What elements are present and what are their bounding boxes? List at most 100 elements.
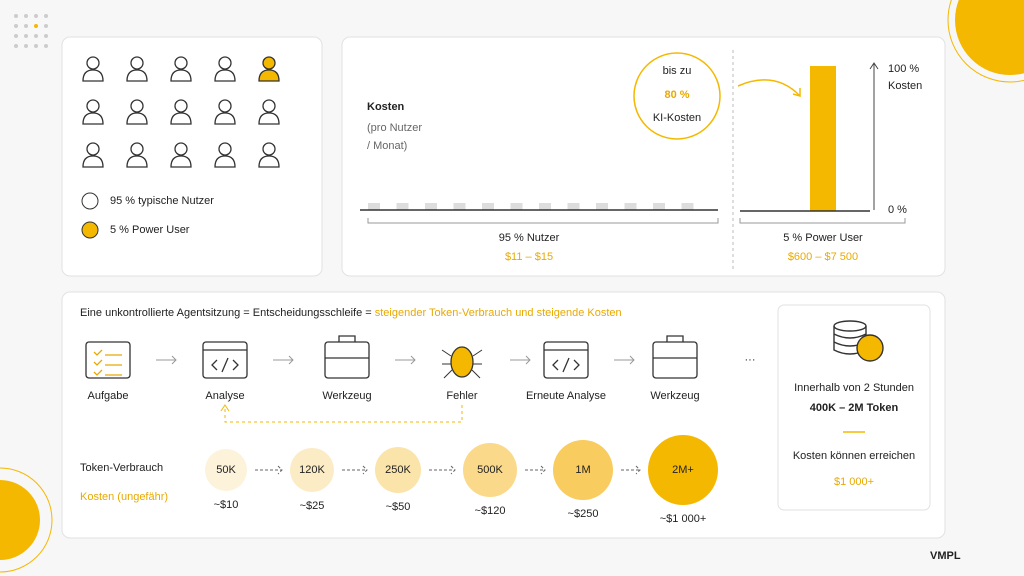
summary-line: Innerhalb von 2 Stunden bbox=[794, 382, 914, 394]
legend-label: 95 % typische Nutzer bbox=[110, 195, 214, 207]
dot bbox=[44, 14, 48, 18]
group-label: 5 % Power User bbox=[783, 232, 863, 244]
small-bar bbox=[624, 203, 637, 210]
small-bar bbox=[567, 203, 580, 210]
summary-box bbox=[777, 304, 931, 511]
token-circle bbox=[553, 440, 613, 500]
dot bbox=[14, 14, 18, 18]
decor bbox=[0, 480, 40, 560]
person-body bbox=[214, 112, 236, 125]
person-body bbox=[126, 69, 148, 82]
dot bbox=[34, 14, 38, 18]
bug-icon bbox=[450, 346, 474, 378]
small-bar bbox=[596, 203, 608, 210]
person-head bbox=[262, 56, 276, 70]
step-label: Werkzeug bbox=[650, 390, 699, 402]
cost-subtitle: (pro Nutzer bbox=[367, 122, 422, 134]
person-head bbox=[130, 56, 144, 70]
dot bbox=[34, 44, 38, 48]
person-head bbox=[262, 142, 276, 156]
callout-top: bis zu bbox=[663, 65, 692, 77]
token-circle bbox=[463, 443, 517, 497]
power-bar bbox=[810, 66, 836, 211]
person-head bbox=[218, 99, 232, 113]
small-bar bbox=[653, 203, 665, 210]
token-arrow bbox=[342, 465, 368, 475]
callout bbox=[633, 52, 721, 140]
small-bars bbox=[368, 203, 694, 210]
dot bbox=[44, 44, 48, 48]
brace bbox=[367, 218, 906, 224]
axis-label: Kosten bbox=[888, 80, 922, 92]
axis-label: 0 % bbox=[888, 204, 907, 216]
token-arrow bbox=[255, 465, 283, 475]
token-value: 500K bbox=[477, 464, 503, 476]
step-arrow bbox=[395, 355, 416, 365]
step-label: Erneute Analyse bbox=[526, 390, 606, 402]
token-arrow bbox=[621, 465, 641, 475]
dot bbox=[44, 24, 48, 28]
bug-legs bbox=[441, 349, 483, 379]
person-body bbox=[214, 155, 236, 168]
small-bar bbox=[482, 203, 494, 210]
cost-label: Kosten (ungefähr) bbox=[80, 491, 168, 503]
legend-label: 5 % Power User bbox=[110, 224, 190, 236]
code-icon bbox=[544, 349, 588, 373]
person-body bbox=[258, 155, 280, 168]
token-arrow bbox=[525, 465, 546, 475]
dot bbox=[34, 24, 38, 28]
person-head bbox=[174, 56, 188, 70]
person-head bbox=[174, 142, 188, 156]
token-value: 50K bbox=[216, 464, 236, 476]
group-label: 95 % Nutzer bbox=[499, 232, 560, 244]
briefcase bbox=[325, 335, 369, 359]
decor bbox=[0, 467, 53, 573]
step-label: Werkzeug bbox=[322, 390, 371, 402]
arrow bbox=[792, 88, 801, 97]
dot bbox=[24, 44, 28, 48]
person-body bbox=[82, 69, 104, 82]
step-label: Analyse bbox=[205, 390, 244, 402]
small-bar bbox=[510, 203, 523, 210]
token-cost: ~$50 bbox=[386, 501, 411, 513]
person-head bbox=[86, 56, 100, 70]
person-body bbox=[126, 112, 148, 125]
dot bbox=[14, 24, 18, 28]
step-arrow bbox=[273, 355, 294, 365]
small-bar bbox=[453, 203, 466, 210]
cost-title: Kosten bbox=[367, 101, 405, 113]
loop-arrow bbox=[220, 404, 230, 412]
arrow bbox=[737, 79, 801, 97]
token-value: 250K bbox=[385, 464, 411, 476]
token-value: 120K bbox=[299, 464, 325, 476]
token-circle bbox=[375, 447, 421, 493]
steps: Aufgabe Analyse Werkzeug Fehler Erneute Anal… bbox=[85, 335, 700, 402]
decor bbox=[14, 14, 48, 48]
person-body bbox=[126, 155, 148, 168]
summary-line: Kosten können erreichen bbox=[793, 450, 915, 462]
flow-panel bbox=[61, 291, 946, 539]
brand: VMPL bbox=[930, 550, 961, 562]
person-head bbox=[218, 56, 232, 70]
token-cost: ~$120 bbox=[475, 505, 506, 517]
decor bbox=[947, 0, 1024, 83]
users-panel bbox=[61, 36, 323, 277]
person-head bbox=[174, 99, 188, 113]
person-body bbox=[170, 155, 192, 168]
dot bbox=[34, 34, 38, 38]
small-bar bbox=[396, 203, 409, 210]
token-arrow bbox=[429, 465, 456, 475]
legend-icon bbox=[81, 221, 99, 239]
decor bbox=[955, 0, 1024, 75]
step-arrow bbox=[614, 355, 635, 365]
small-bar bbox=[368, 203, 380, 210]
headline-highlight: steigender Token-Verbrauch und steigende… bbox=[375, 307, 622, 319]
person-head bbox=[262, 99, 276, 113]
code-icon bbox=[203, 349, 247, 373]
small-bar bbox=[681, 203, 694, 210]
token-circle bbox=[290, 448, 334, 492]
person-body bbox=[170, 112, 192, 125]
axis-label: 100 % bbox=[888, 63, 919, 75]
step-arrow bbox=[156, 355, 177, 365]
callout-bottom: KI-Kosten bbox=[653, 112, 701, 124]
